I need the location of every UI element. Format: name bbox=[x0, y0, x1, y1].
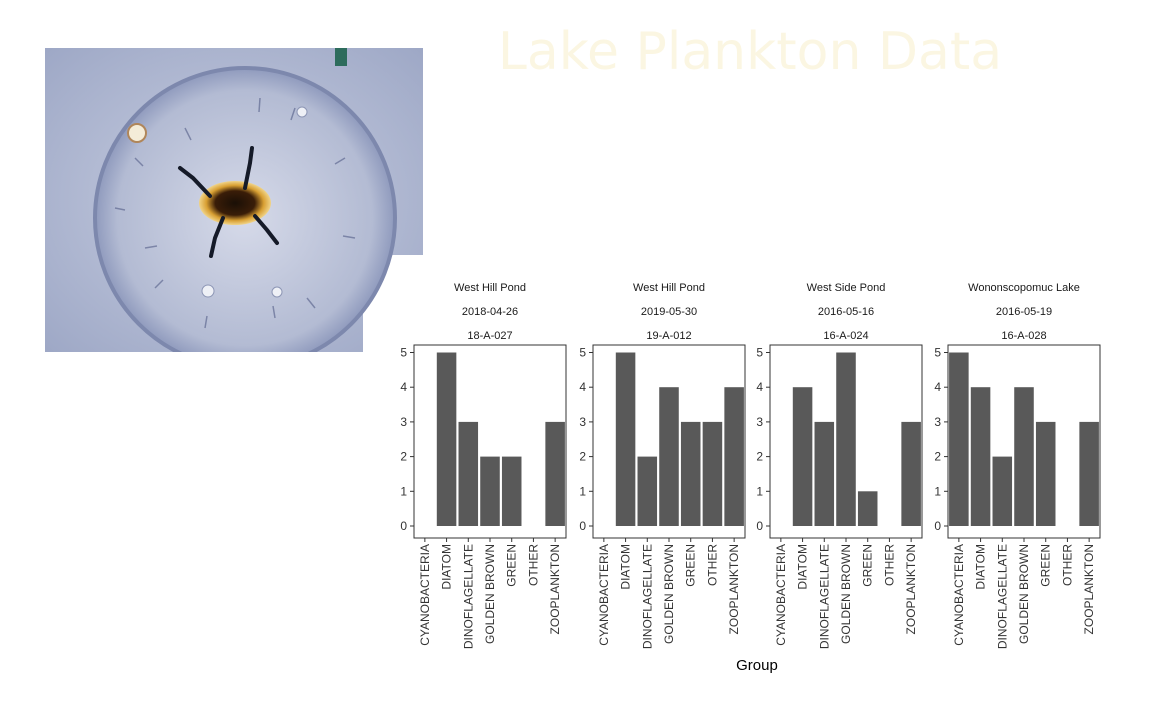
x-tick-label: CYANOBACTERIA bbox=[418, 544, 432, 646]
panel-site-label: West Hill Pond bbox=[454, 282, 526, 294]
panel-site-label: West Side Pond bbox=[807, 282, 886, 294]
bar bbox=[615, 352, 636, 526]
panel-date-label: 2019-05-30 bbox=[641, 306, 697, 318]
y-tick-label: 0 bbox=[579, 519, 586, 533]
x-tick-label: ZOOPLANKTON bbox=[727, 544, 741, 634]
y-tick-label: 2 bbox=[400, 450, 407, 464]
x-tick-label: DIATOM bbox=[440, 544, 454, 590]
y-tick-label: 4 bbox=[934, 380, 941, 394]
x-tick-label: OTHER bbox=[1060, 544, 1074, 586]
y-tick-label: 5 bbox=[934, 346, 941, 360]
panel-sample-label: 18-A-027 bbox=[467, 330, 512, 342]
bar bbox=[949, 352, 969, 526]
x-tick-label: DIATOM bbox=[619, 544, 633, 590]
y-tick-label: 2 bbox=[756, 450, 763, 464]
bar bbox=[992, 456, 1013, 526]
x-tick-label: OTHER bbox=[882, 544, 896, 586]
x-tick-label: OTHER bbox=[526, 544, 540, 586]
x-tick-label: ZOOPLANKTON bbox=[1082, 544, 1096, 634]
bar bbox=[901, 421, 921, 526]
x-tick-label: DIATOM bbox=[796, 544, 810, 590]
x-tick-label: DINOFLAGELLATE bbox=[640, 544, 654, 649]
x-tick-label: DIATOM bbox=[974, 544, 988, 590]
x-tick-label: GOLDEN BROWN bbox=[839, 544, 853, 644]
x-tick-label: GOLDEN BROWN bbox=[1017, 544, 1031, 644]
x-tick-label: CYANOBACTERIA bbox=[597, 544, 611, 646]
bar bbox=[857, 491, 878, 526]
y-tick-label: 4 bbox=[400, 380, 407, 394]
bar bbox=[659, 387, 679, 526]
bar bbox=[836, 352, 856, 526]
y-tick-label: 5 bbox=[400, 346, 407, 360]
bar bbox=[1014, 387, 1034, 526]
y-tick-label: 3 bbox=[579, 415, 586, 429]
x-tick-label: GOLDEN BROWN bbox=[483, 544, 497, 644]
diatom-micrograph-icon bbox=[45, 48, 423, 352]
panel-sample-label: 19-A-012 bbox=[646, 330, 691, 342]
x-tick-label: CYANOBACTERIA bbox=[952, 544, 966, 646]
chart-panel: West Hill Pond 2018-04-26 18-A-027 0 1 2 3 4 5 CY… bbox=[400, 282, 567, 649]
bar bbox=[970, 387, 991, 526]
y-tick-label: 1 bbox=[400, 484, 407, 498]
page-title: Lake Plankton Data bbox=[497, 22, 1003, 82]
y-tick-label: 3 bbox=[934, 415, 941, 429]
bar bbox=[436, 352, 457, 526]
y-tick-label: 2 bbox=[579, 450, 586, 464]
y-tick-label: 5 bbox=[579, 346, 586, 360]
panel-date-label: 2016-05-16 bbox=[818, 306, 874, 318]
bar bbox=[458, 421, 479, 526]
panel-sample-label: 16-A-024 bbox=[823, 330, 868, 342]
y-tick-label: 3 bbox=[400, 415, 407, 429]
y-tick-label: 0 bbox=[934, 519, 941, 533]
x-axis-label: Group bbox=[736, 657, 778, 674]
panel-site-label: Wononscopomuc Lake bbox=[968, 282, 1080, 294]
bar bbox=[724, 387, 744, 526]
y-tick-label: 1 bbox=[579, 484, 586, 498]
x-tick-label: GREEN bbox=[684, 544, 698, 587]
y-tick-label: 1 bbox=[756, 484, 763, 498]
bar bbox=[814, 421, 835, 526]
y-tick-label: 3 bbox=[756, 415, 763, 429]
y-tick-label: 1 bbox=[934, 484, 941, 498]
x-tick-label: CYANOBACTERIA bbox=[774, 544, 788, 646]
x-tick-label: DINOFLAGELLATE bbox=[817, 544, 831, 649]
y-tick-label: 2 bbox=[934, 450, 941, 464]
bar bbox=[545, 421, 565, 526]
x-tick-label: OTHER bbox=[705, 544, 719, 586]
x-tick-label: ZOOPLANKTON bbox=[548, 544, 562, 634]
x-tick-label: DINOFLAGELLATE bbox=[461, 544, 475, 649]
chart-panel: West Side Pond 2016-05-16 16-A-024 0 1 2 3 4 5 CY… bbox=[756, 282, 923, 649]
x-tick-label: GOLDEN BROWN bbox=[662, 544, 676, 644]
bar bbox=[1035, 421, 1056, 526]
bar bbox=[702, 421, 723, 526]
y-tick-label: 4 bbox=[756, 380, 763, 394]
bar bbox=[1079, 421, 1099, 526]
bar bbox=[480, 456, 500, 526]
y-tick-label: 0 bbox=[756, 519, 763, 533]
panel-date-label: 2016-05-19 bbox=[996, 306, 1052, 318]
x-tick-label: DINOFLAGELLATE bbox=[995, 544, 1009, 649]
chart-panel: Wononscopomuc Lake 2016-05-19 16-A-028 0 1 2 3… bbox=[934, 282, 1101, 649]
y-tick-label: 4 bbox=[579, 380, 586, 394]
y-tick-label: 0 bbox=[400, 519, 407, 533]
x-tick-label: GREEN bbox=[1039, 544, 1053, 587]
x-tick-label: GREEN bbox=[861, 544, 875, 587]
bar bbox=[501, 456, 522, 526]
chart-panel: West Hill Pond 2019-05-30 19-A-012 0 1 2 3 4 5 CY… bbox=[579, 282, 746, 649]
x-tick-label: GREEN bbox=[505, 544, 519, 587]
bar bbox=[680, 421, 701, 526]
panel-date-label: 2018-04-26 bbox=[462, 306, 518, 318]
panel-site-label: West Hill Pond bbox=[633, 282, 705, 294]
bar bbox=[792, 387, 813, 526]
y-tick-label: 5 bbox=[756, 346, 763, 360]
x-tick-label: ZOOPLANKTON bbox=[904, 544, 918, 634]
bar bbox=[637, 456, 658, 526]
panel-sample-label: 16-A-028 bbox=[1001, 330, 1046, 342]
